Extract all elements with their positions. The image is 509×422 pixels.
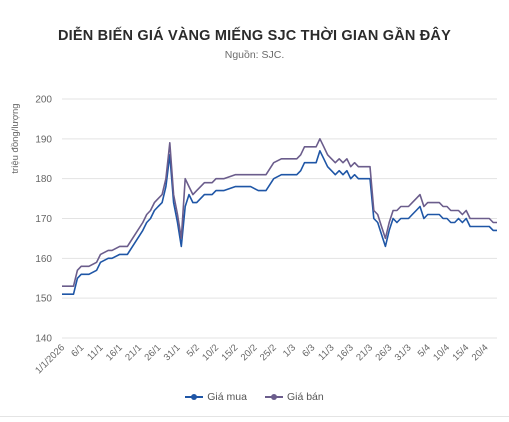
x-tick-label: 15/4 <box>450 342 471 363</box>
y-tick-label: 170 <box>35 214 52 225</box>
x-tick-label: 26/3 <box>373 342 394 363</box>
legend-marker-sell <box>264 392 283 402</box>
x-tick-label: 11/1 <box>85 342 105 362</box>
x-tick-label: 26/1 <box>143 342 164 363</box>
x-tick-label: 20/2 <box>239 342 260 363</box>
bottom-divider <box>0 416 509 417</box>
x-tick-label: 25/2 <box>258 342 279 363</box>
x-tick-label: 21/1 <box>123 342 144 363</box>
x-tick-label: 10/4 <box>431 342 452 363</box>
x-tick-label: 31/3 <box>393 342 414 363</box>
y-tick-label: 140 <box>35 334 52 345</box>
x-tick-label: 1/1/2026 <box>33 342 67 376</box>
chart-legend: Giá mua Giá bán <box>0 391 509 403</box>
x-tick-label: 10/2 <box>200 342 221 363</box>
x-tick-label: 16/1 <box>104 342 125 363</box>
y-tick-label: 180 <box>35 174 52 185</box>
y-axis-label: triệu đồng/lượng <box>10 103 21 173</box>
x-tick-label: 20/4 <box>470 342 491 363</box>
x-tick-label: 1/3 <box>281 342 298 359</box>
x-tick-label: 5/4 <box>416 342 433 359</box>
y-tick-label: 200 <box>35 95 52 106</box>
series-line-buy <box>62 150 497 296</box>
x-tick-label: 5/2 <box>185 342 202 359</box>
series-line-sell <box>62 138 497 288</box>
chart-source: Nguồn: SJC. <box>224 49 285 61</box>
x-tick-label: 16/3 <box>335 342 356 363</box>
y-tick-label: 160 <box>35 254 52 265</box>
legend-label-buy: Giá mua <box>207 391 247 403</box>
x-tick-label: 31/1 <box>162 342 183 363</box>
legend-label-sell: Giá bán <box>286 391 324 403</box>
legend-item-buy[interactable]: Giá mua <box>185 391 247 403</box>
legend-item-sell[interactable]: Giá bán <box>264 391 324 403</box>
x-tick-label: 15/2 <box>219 342 240 363</box>
y-tick-label: 190 <box>35 134 52 145</box>
y-tick-label: 150 <box>35 294 52 305</box>
x-tick-label: 11/3 <box>316 342 336 362</box>
legend-marker-buy <box>185 392 204 402</box>
x-tick-label: 6/3 <box>300 342 317 359</box>
x-tick-label: 21/3 <box>354 342 375 363</box>
x-tick-label: 6/1 <box>69 342 86 359</box>
chart-title: DIỄN BIẾN GIÁ VÀNG MIẾNG SJC THỜI GIAN G… <box>58 28 451 44</box>
